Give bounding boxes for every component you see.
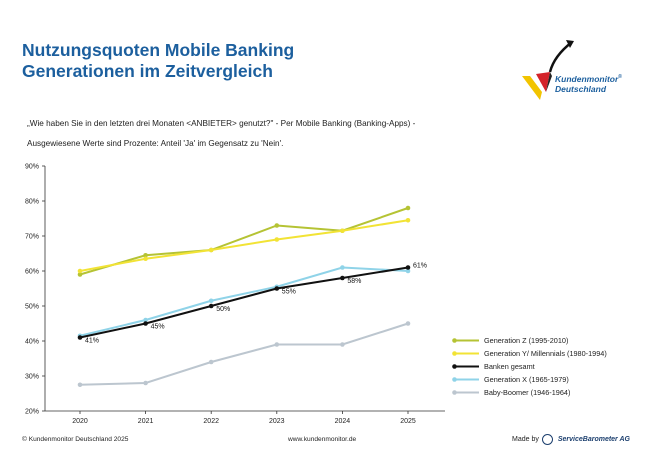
title-line-1: Nutzungsquoten Mobile Banking <box>22 40 295 60</box>
data-point <box>77 382 83 388</box>
legend-label: Baby-Boomer (1946-1964) <box>484 388 571 397</box>
x-tick-label: 2021 <box>138 418 154 425</box>
data-point <box>143 380 148 386</box>
data-point <box>77 272 83 277</box>
made-by-brand: ServiceBarometer AG <box>557 436 630 443</box>
chart-title: Nutzungsquoten Mobile Banking Generation… <box>22 40 294 82</box>
y-tick-label: 50% <box>25 304 39 311</box>
made-by-label: Made by <box>512 436 539 443</box>
legend-label: Generation Y/ Millennials (1980-1994) <box>484 349 607 358</box>
survey-question: „Wie haben Sie in den letzten drei Monat… <box>27 114 497 154</box>
x-tick-label: 2023 <box>269 418 285 425</box>
logo-wordmark: Kundenmonitor® Deutschland <box>555 72 622 94</box>
question-line-1: „Wie haben Sie in den letzten drei Monat… <box>27 119 416 128</box>
data-point <box>405 205 411 211</box>
y-tick-label: 20% <box>25 409 39 416</box>
data-point <box>77 268 83 274</box>
question-line-2: Ausgewiesene Werte sind Prozente: Anteil… <box>27 139 284 148</box>
data-point <box>208 303 214 309</box>
copyright-text: © Kundenmonitor Deutschland 2025 <box>22 436 129 443</box>
chart-legend: Generation Z (1995-2010) Generation Y/ Mi… <box>452 334 607 399</box>
data-point <box>208 247 214 253</box>
legend-item: Banken gesamt <box>452 360 607 373</box>
data-point <box>340 265 345 270</box>
legend-label: Generation Z (1995-2010) <box>484 336 569 345</box>
legend-swatch <box>452 337 479 343</box>
legend-item: Generation Z (1995-2010) <box>452 334 607 347</box>
legend-label: Generation X (1965-1979) <box>484 375 569 384</box>
legend-swatch <box>452 350 479 356</box>
data-label: 50% <box>216 306 230 313</box>
data-point <box>77 335 83 340</box>
data-point <box>143 321 148 326</box>
data-point <box>405 268 411 274</box>
data-point <box>340 342 345 347</box>
logo-name-line-1: Kundenmonitor <box>555 73 619 84</box>
series-line <box>79 266 409 339</box>
x-tick-label: 2025 <box>400 418 416 425</box>
x-tick-label: 2020 <box>72 418 88 425</box>
x-tick-label: 2022 <box>203 418 219 425</box>
legend-swatch <box>452 363 479 369</box>
series-line <box>79 219 409 272</box>
made-by: Made by ServiceBarometer AG <box>512 434 630 445</box>
y-tick-label: 40% <box>25 339 39 346</box>
data-label: 45% <box>151 324 165 331</box>
legend-swatch <box>452 389 479 395</box>
data-point <box>274 223 280 228</box>
y-tick-label: 70% <box>25 234 39 241</box>
logo-registered-mark: ® <box>618 74 622 80</box>
data-point <box>405 217 411 223</box>
data-point <box>405 321 411 326</box>
y-tick-label: 60% <box>25 269 39 276</box>
data-point <box>340 228 345 234</box>
legend-item: Generation Y/ Millennials (1980-1994) <box>452 347 607 360</box>
website-link[interactable]: www.kundenmonitor.de <box>288 436 357 443</box>
data-point <box>143 317 148 323</box>
x-tick-label: 2024 <box>335 418 351 425</box>
data-point <box>208 359 214 365</box>
series-line <box>79 322 409 386</box>
data-point <box>340 275 345 281</box>
data-label: 41% <box>85 338 99 345</box>
series-line <box>79 207 409 276</box>
data-point <box>143 252 148 258</box>
legend-item: Generation X (1965-1979) <box>452 373 607 386</box>
data-label: 55% <box>282 289 296 296</box>
legend-item: Baby-Boomer (1946-1964) <box>452 386 607 399</box>
data-point <box>143 256 148 262</box>
data-label: 61% <box>413 263 427 270</box>
series-line <box>79 266 409 337</box>
logo-name-line-2: Deutschland <box>555 83 607 94</box>
servicebarometer-icon <box>541 434 553 445</box>
legend-label: Banken gesamt <box>484 362 535 371</box>
data-point <box>274 237 280 242</box>
data-point <box>274 286 280 291</box>
title-line-2: Generationen im Zeitvergleich <box>22 61 273 81</box>
kundenmonitor-logo-icon <box>522 40 574 100</box>
data-label: 58% <box>347 278 361 285</box>
legend-swatch <box>452 376 479 382</box>
y-tick-label: 90% <box>25 164 39 171</box>
data-point <box>274 342 280 347</box>
y-tick-label: 80% <box>25 199 39 206</box>
data-point <box>405 265 411 270</box>
y-tick-label: 30% <box>25 374 39 381</box>
data-point <box>208 298 214 304</box>
